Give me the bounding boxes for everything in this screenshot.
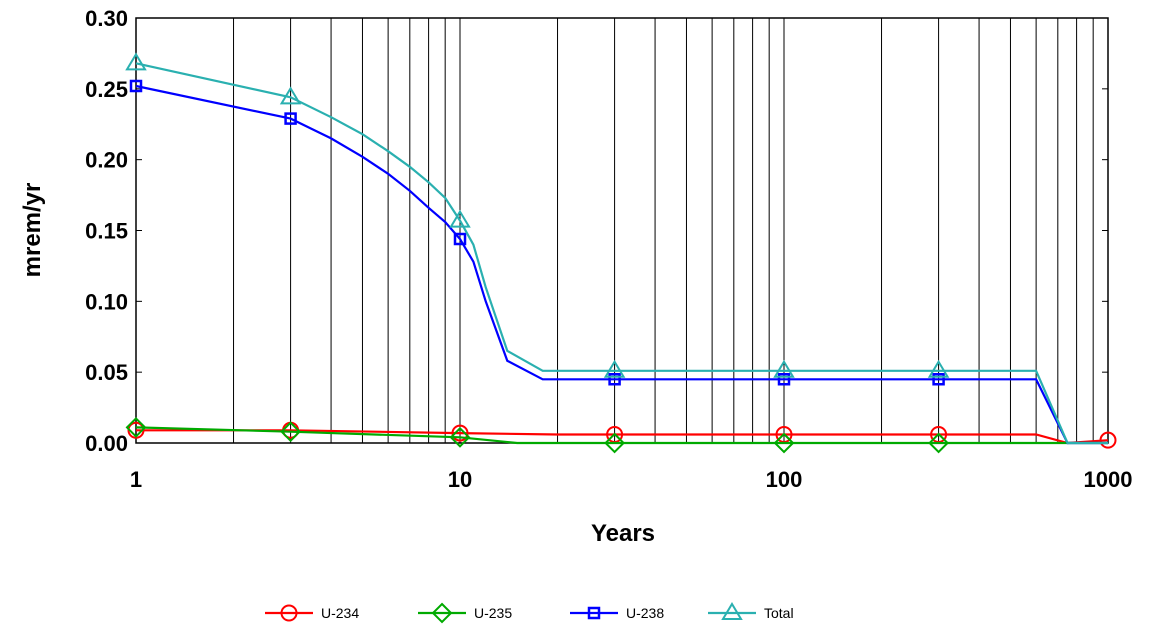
legend-label: Total bbox=[764, 605, 794, 621]
data-point-total bbox=[125, 52, 147, 71]
y-tick-label: 0.00 bbox=[85, 431, 128, 456]
y-tick-label: 0.05 bbox=[85, 360, 128, 385]
series-layer bbox=[125, 52, 1117, 454]
x-tick-label: 1 bbox=[130, 467, 142, 492]
data-point-u-238 bbox=[932, 373, 945, 386]
series-total bbox=[125, 52, 1108, 445]
data-point-u-238 bbox=[777, 373, 791, 386]
data-point-total bbox=[927, 359, 950, 378]
data-point-total bbox=[603, 359, 626, 378]
x-axis-title: Years bbox=[591, 520, 655, 547]
data-point-u-238 bbox=[608, 373, 621, 386]
legend-marker-diamond bbox=[431, 602, 453, 624]
legend-marker-square bbox=[587, 606, 601, 620]
series-line-u-235 bbox=[135, 426, 1108, 445]
data-point-total bbox=[279, 86, 302, 105]
data-point-u-238 bbox=[453, 232, 467, 246]
legend-item-u-238: U-238 bbox=[570, 605, 664, 621]
y-axis-tick-labels: 0.00 0.05 0.10 0.15 0.20 0.25 0.30 bbox=[85, 6, 128, 456]
x-tick-label: 1000 bbox=[1084, 467, 1133, 492]
x-tick-label: 10 bbox=[448, 467, 472, 492]
legend-marker-triangle bbox=[721, 602, 743, 620]
data-point-u-235 bbox=[449, 426, 471, 448]
series-line-u-234 bbox=[136, 429, 1109, 445]
legend-item-total: Total bbox=[708, 602, 794, 621]
series-line-total bbox=[135, 62, 1108, 445]
data-point-total bbox=[773, 359, 795, 378]
legend-label: U-235 bbox=[474, 605, 512, 621]
y-axis-title: mrem/yr bbox=[19, 183, 46, 278]
legend-item-u-235: U-235 bbox=[418, 602, 512, 624]
legend-item-u-234: U-234 bbox=[265, 604, 359, 622]
data-point-u-235 bbox=[604, 432, 626, 454]
data-point-u-234 bbox=[451, 424, 469, 442]
data-point-u-235 bbox=[773, 432, 795, 454]
data-point-u-238 bbox=[129, 79, 143, 93]
legend-marker-circle bbox=[280, 604, 298, 622]
data-point-u-234 bbox=[1099, 431, 1117, 449]
data-point-total bbox=[449, 209, 471, 228]
y-tick-label: 0.25 bbox=[85, 77, 128, 102]
data-point-u-235 bbox=[125, 417, 147, 438]
legend-label: U-238 bbox=[626, 605, 664, 621]
data-point-u-235 bbox=[928, 432, 950, 454]
y-tick-label: 0.10 bbox=[85, 289, 128, 314]
y-tick-label: 0.30 bbox=[85, 6, 128, 31]
series-u-238 bbox=[129, 79, 1108, 445]
series-line-u-238 bbox=[135, 84, 1108, 445]
data-point-u-235 bbox=[280, 421, 302, 443]
legend: U-234 U-235 U-238 Total bbox=[265, 602, 794, 624]
x-axis-tick-labels: 1 10 100 1000 bbox=[130, 467, 1133, 492]
y-tick-label: 0.20 bbox=[85, 148, 128, 173]
legend-label: U-234 bbox=[321, 605, 359, 621]
data-point-u-238 bbox=[284, 112, 297, 125]
x-tick-label: 100 bbox=[766, 467, 803, 492]
y-tick-label: 0.15 bbox=[85, 219, 128, 244]
series-u-235 bbox=[125, 417, 1108, 454]
